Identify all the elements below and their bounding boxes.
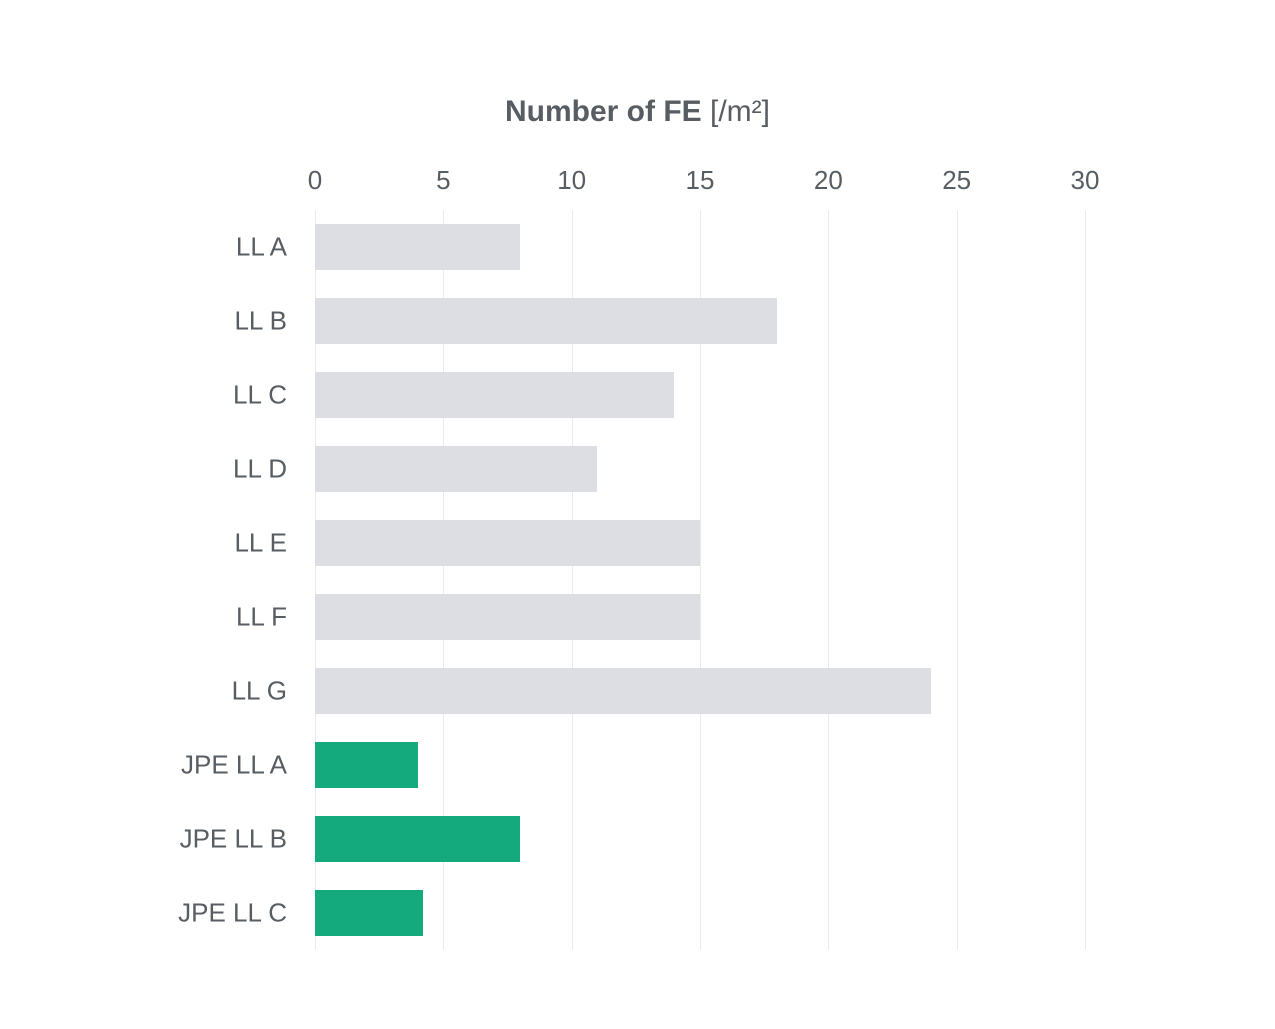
bar <box>315 224 520 270</box>
x-tick-label: 15 <box>686 165 715 196</box>
bar <box>315 520 700 566</box>
plot-area: 051015202530LL ALL BLL CLL DLL ELL FLL G… <box>315 210 1085 950</box>
bar-row: LL D <box>315 446 1085 492</box>
category-label: LL E <box>234 528 315 559</box>
bar <box>315 668 931 714</box>
category-label: LL A <box>236 232 315 263</box>
x-tick-label: 25 <box>942 165 971 196</box>
chart-title-bold: Number of FE <box>505 95 702 128</box>
bar <box>315 372 674 418</box>
bar <box>315 742 418 788</box>
category-label: LL F <box>236 602 315 633</box>
category-label: JPE LL B <box>180 824 315 855</box>
category-label: LL C <box>233 380 315 411</box>
chart-title-unit: [/m²] <box>702 95 770 128</box>
gridline <box>1085 210 1086 950</box>
category-label: LL G <box>232 676 315 707</box>
category-label: LL D <box>233 454 315 485</box>
category-label: JPE LL C <box>178 898 315 929</box>
bar-row: LL A <box>315 224 1085 270</box>
category-label: JPE LL A <box>181 750 315 781</box>
bar-row: JPE LL C <box>315 890 1085 936</box>
bar <box>315 594 700 640</box>
bar-row: LL F <box>315 594 1085 640</box>
bar-row: LL G <box>315 668 1085 714</box>
fe-bar-chart: Number of FE [/m²] 051015202530LL ALL BL… <box>0 0 1275 1029</box>
x-tick-label: 30 <box>1071 165 1100 196</box>
bar <box>315 298 777 344</box>
bar-row: LL E <box>315 520 1085 566</box>
category-label: LL B <box>234 306 315 337</box>
bar <box>315 446 597 492</box>
bar-row: JPE LL A <box>315 742 1085 788</box>
bar-row: LL C <box>315 372 1085 418</box>
chart-title: Number of FE [/m²] <box>0 95 1275 129</box>
bar <box>315 816 520 862</box>
bar-row: JPE LL B <box>315 816 1085 862</box>
x-tick-label: 10 <box>557 165 586 196</box>
bar-row: LL B <box>315 298 1085 344</box>
bar <box>315 890 423 936</box>
x-tick-label: 0 <box>308 165 322 196</box>
x-tick-label: 20 <box>814 165 843 196</box>
x-tick-label: 5 <box>436 165 450 196</box>
